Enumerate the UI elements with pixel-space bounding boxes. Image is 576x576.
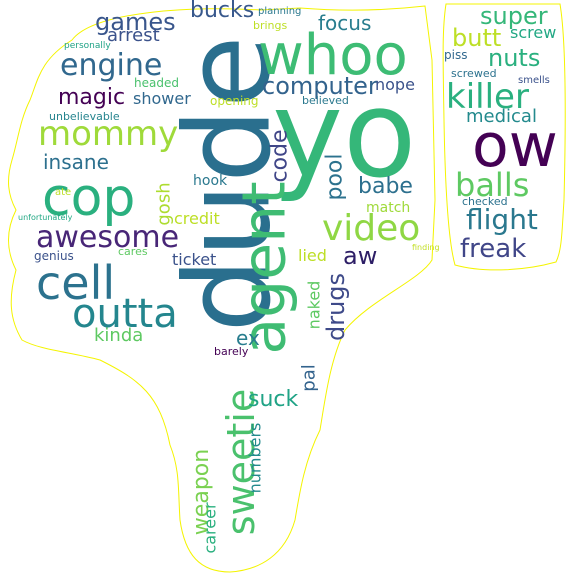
word-ex: ex xyxy=(236,326,260,350)
word-whoo: whoo xyxy=(258,23,408,88)
word-genius: genius xyxy=(34,249,74,263)
word-piss: piss xyxy=(444,48,468,62)
word-believed: believed xyxy=(302,94,349,107)
word-planning: planning xyxy=(258,6,302,17)
word-ticket: ticket xyxy=(172,250,217,269)
word-awesome: awesome xyxy=(36,220,180,255)
word-suck: suck xyxy=(248,387,299,412)
word-finding: finding xyxy=(412,243,440,252)
word-nope: nope xyxy=(375,75,415,94)
word-nuts: nuts xyxy=(488,44,541,72)
word-magic: magic xyxy=(58,85,126,110)
word-ow: ow xyxy=(472,111,558,181)
word-hook: hook xyxy=(193,173,228,189)
word-flight: flight xyxy=(466,203,538,236)
word-shower: shower xyxy=(133,89,191,108)
word-personally: personally xyxy=(64,41,111,51)
word-drugs: drugs xyxy=(322,272,351,342)
word-killer: killer xyxy=(446,77,529,117)
word-ate: ate xyxy=(55,187,72,198)
word-balls: balls xyxy=(455,166,530,204)
word-babe: babe xyxy=(358,174,413,199)
word-super: super xyxy=(480,2,548,30)
word-code: code xyxy=(267,129,293,183)
word-checked: checked xyxy=(462,195,508,208)
word-mommy: mommy xyxy=(38,114,179,154)
word-screw: screw xyxy=(510,23,557,42)
word-career: career xyxy=(200,502,220,554)
word-kinda: kinda xyxy=(94,325,144,346)
word-cares: cares xyxy=(118,245,148,258)
word-barely: barely xyxy=(214,345,249,358)
word-unbelievable: unbelievable xyxy=(49,110,120,123)
word-headed: headed xyxy=(134,76,179,90)
word-yo: yo xyxy=(272,66,417,205)
word-medical: medical xyxy=(466,106,537,127)
word-pal: pal xyxy=(298,364,320,392)
word-focus: focus xyxy=(318,11,372,35)
word-arrest: arrest xyxy=(107,25,160,46)
word-cell: cell xyxy=(36,256,116,310)
word-outta: outta xyxy=(72,291,178,337)
word-numbers: numbers xyxy=(245,422,265,494)
word-smells: smells xyxy=(518,75,550,86)
word-computer: computer xyxy=(262,72,378,100)
word-naked: naked xyxy=(304,280,324,330)
word-lied: lied xyxy=(298,246,327,265)
word-games: games xyxy=(95,8,176,36)
word-bucks: bucks xyxy=(190,0,255,23)
word-pool: pool xyxy=(322,153,348,201)
cuff-outline xyxy=(442,3,566,271)
word-video: video xyxy=(322,208,421,249)
hand-outline xyxy=(8,5,436,573)
word-credit: credit xyxy=(174,209,220,228)
word-gosh: gosh xyxy=(153,182,175,226)
word-cop: cop xyxy=(42,168,136,228)
word-opening: opening xyxy=(210,94,259,108)
word-aw: aw xyxy=(343,242,378,270)
word-brings: brings xyxy=(253,19,288,32)
word-freak: freak xyxy=(460,234,527,264)
word-engine: engine xyxy=(60,48,163,83)
word-butt: butt xyxy=(452,24,502,52)
word-screwed: screwed xyxy=(451,67,497,80)
word-match: match xyxy=(366,200,411,216)
word-unfortunately: unfortunately xyxy=(18,213,73,222)
word-insane: insane xyxy=(43,150,109,174)
